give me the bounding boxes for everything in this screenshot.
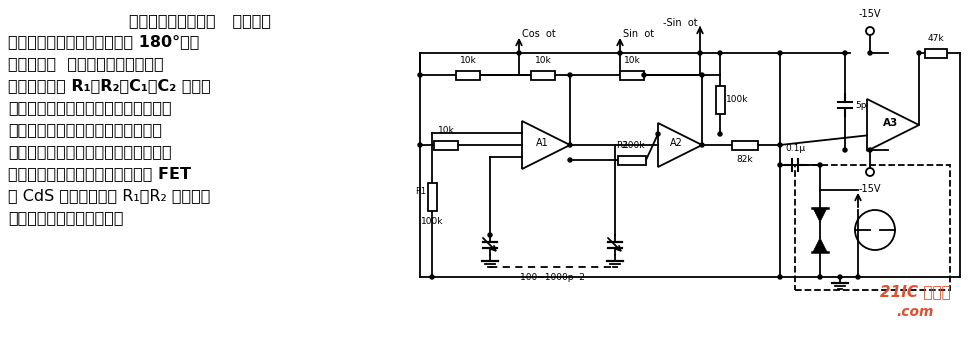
Text: 21IC 电子网: 21IC 电子网 <box>880 285 951 299</box>
Text: 100k: 100k <box>726 96 749 105</box>
Circle shape <box>698 51 702 55</box>
Text: 0.1μ: 0.1μ <box>785 144 805 153</box>
Circle shape <box>700 73 704 77</box>
Circle shape <box>418 143 422 147</box>
Circle shape <box>568 158 572 162</box>
Text: -15V: -15V <box>858 184 882 194</box>
Circle shape <box>517 51 521 55</box>
Text: 100~1000p  2: 100~1000p 2 <box>520 273 585 282</box>
Circle shape <box>778 51 782 55</box>
Circle shape <box>868 51 872 55</box>
Circle shape <box>778 143 782 147</box>
Text: 10k: 10k <box>459 56 477 65</box>
Bar <box>434 140 458 149</box>
Text: 定增益的移相振荡器   该电路为: 定增益的移相振荡器 该电路为 <box>129 13 271 28</box>
Text: -15V: -15V <box>858 9 882 19</box>
Text: A3: A3 <box>884 118 898 128</box>
Text: 用光隔离器  进行稳幅。该电路优点: 用光隔离器 进行稳幅。该电路优点 <box>8 56 164 71</box>
Bar <box>618 156 646 165</box>
Bar <box>732 140 758 149</box>
Circle shape <box>618 51 622 55</box>
Circle shape <box>818 163 822 167</box>
Text: 100k: 100k <box>420 217 443 226</box>
Text: 5p: 5p <box>855 100 866 109</box>
Circle shape <box>843 51 847 55</box>
Circle shape <box>718 51 722 55</box>
Circle shape <box>843 148 847 152</box>
Circle shape <box>778 163 782 167</box>
Bar <box>716 86 724 114</box>
Text: 10k: 10k <box>535 56 552 65</box>
Circle shape <box>917 51 921 55</box>
Circle shape <box>430 275 434 279</box>
Text: .com: .com <box>896 305 934 319</box>
Text: Sin  ot: Sin ot <box>623 29 654 39</box>
Text: 是：单独改变 R₁、R₂、C₁、C₂ 中的任: 是：单独改变 R₁、R₂、C₁、C₂ 中的任 <box>8 78 211 93</box>
Text: R2: R2 <box>616 141 628 150</box>
Bar <box>925 49 947 58</box>
Text: -Sin  ot: -Sin ot <box>663 18 698 28</box>
Text: 或 CdS 光隔离器代替 R₁、R₂ 作为压控: 或 CdS 光隔离器代替 R₁、R₂ 作为压控 <box>8 188 211 203</box>
Circle shape <box>856 275 860 279</box>
Circle shape <box>568 143 572 147</box>
Polygon shape <box>813 208 827 222</box>
Bar <box>456 70 480 79</box>
Circle shape <box>838 275 842 279</box>
Text: R1: R1 <box>415 187 426 197</box>
Circle shape <box>718 132 722 136</box>
Text: 一元件，都能改变频率。因为环路增益: 一元件，都能改变频率。因为环路增益 <box>8 100 172 115</box>
Text: 不变，在用同轴双联电位器（或电容: 不变，在用同轴双联电位器（或电容 <box>8 122 162 137</box>
Circle shape <box>818 275 822 279</box>
Text: 47k: 47k <box>927 34 945 43</box>
Text: 82k: 82k <box>737 155 753 164</box>
Circle shape <box>568 73 572 77</box>
Circle shape <box>656 132 660 136</box>
Bar <box>427 183 437 211</box>
Polygon shape <box>813 238 827 252</box>
Circle shape <box>642 73 646 77</box>
Text: 100k: 100k <box>622 141 646 150</box>
Circle shape <box>700 143 704 147</box>
Text: 10k: 10k <box>623 56 641 65</box>
Circle shape <box>868 148 872 152</box>
Bar <box>620 70 644 79</box>
Bar <box>795 165 950 290</box>
Bar <box>531 70 555 79</box>
Text: 器）改变频率时，即使联动误差大也无: 器）改变频率时，即使联动误差大也无 <box>8 144 172 159</box>
Text: A1: A1 <box>536 138 549 148</box>
Circle shape <box>418 73 422 77</box>
Text: 振荡器时，工作比较稳定。: 振荡器时，工作比较稳定。 <box>8 210 123 225</box>
Text: A2: A2 <box>670 138 683 148</box>
Text: 输出幅度和失真度的变化。若采用 FET: 输出幅度和失真度的变化。若采用 FET <box>8 166 191 181</box>
Text: 两级定增益移相电路，总移相 180°。采: 两级定增益移相电路，总移相 180°。采 <box>8 34 199 49</box>
Text: 10k: 10k <box>438 126 454 135</box>
Circle shape <box>778 275 782 279</box>
Circle shape <box>488 233 492 237</box>
Text: Cos  ot: Cos ot <box>522 29 555 39</box>
